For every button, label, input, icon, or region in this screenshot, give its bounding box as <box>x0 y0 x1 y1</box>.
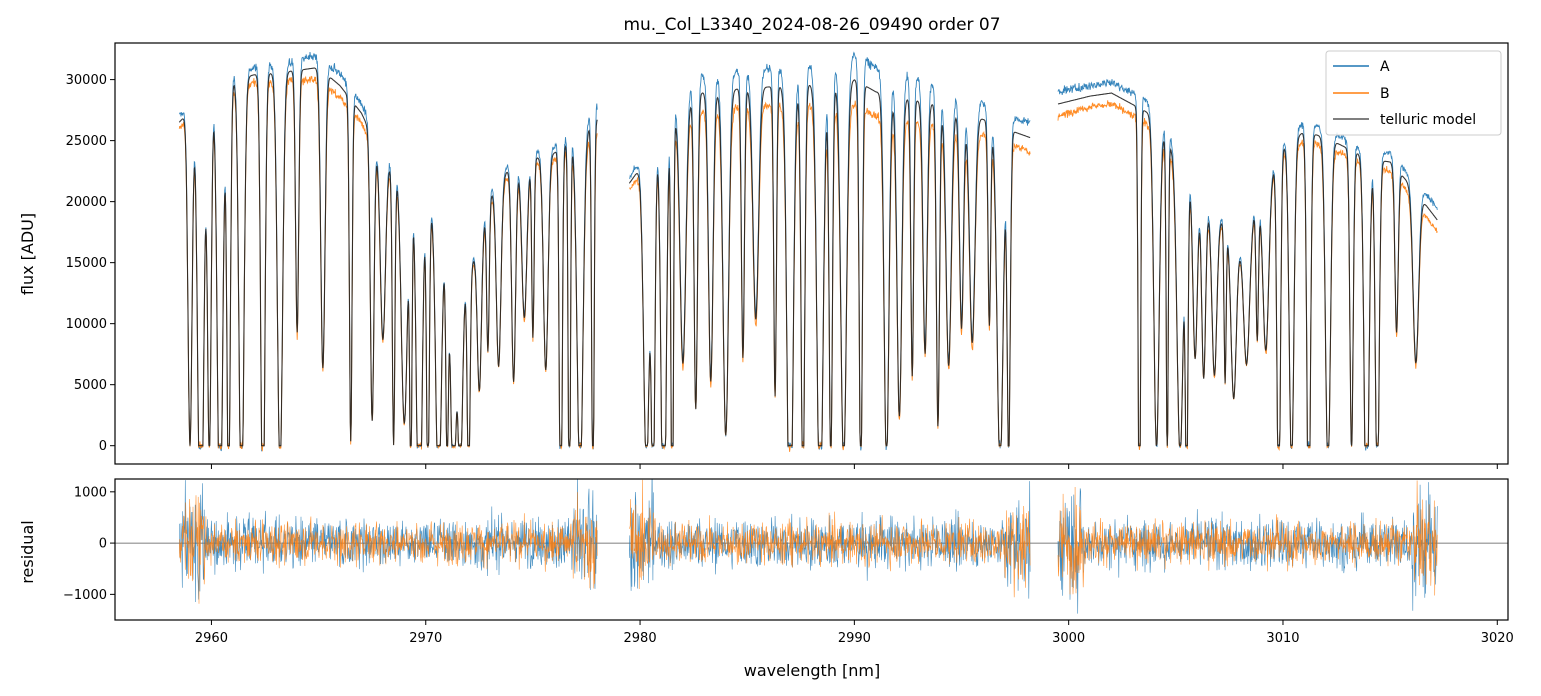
flux-y-tick-label: 0 <box>99 439 107 454</box>
residual-y-ticks: −1000 0 1000 <box>63 485 115 603</box>
residual-x-tick-label: 2960 <box>195 631 228 646</box>
flux-series-lines <box>178 51 1438 452</box>
legend-box <box>1325 50 1502 136</box>
flux-x-ticks <box>210 464 1498 469</box>
flux-series-telluric-model <box>178 67 1438 447</box>
legend: A B telluric model <box>1325 50 1502 136</box>
residual-y-tick-label: 0 <box>99 537 107 552</box>
residual-x-tick-label: 2980 <box>624 631 657 646</box>
flux-panel: 0 5000 10000 15000 20000 25000 30000 flux [ADU… <box>18 42 1509 469</box>
residual-y-tick-label: −1000 <box>63 588 107 603</box>
residual-x-tick-label: 3010 <box>1266 631 1299 646</box>
residual-x-tick-label: 3000 <box>1052 631 1085 646</box>
flux-y-tick-label: 25000 <box>66 134 107 149</box>
flux-y-axis-label: flux [ADU] <box>18 213 37 295</box>
chart-title: mu._Col_L3340_2024-08-26_09490 order 07 <box>623 15 1000 35</box>
residual-x-tick-label: 2990 <box>838 631 871 646</box>
residual-y-axis-label: residual <box>18 520 37 583</box>
residual-y-tick-label: 1000 <box>74 485 107 500</box>
legend-label-a: A <box>1380 59 1390 75</box>
x-axis-label: wavelength [nm] <box>744 661 881 680</box>
legend-label-telluric: telluric model <box>1380 112 1476 128</box>
residual-series-lines <box>115 479 1508 614</box>
residual-x-tick-label: 2970 <box>409 631 442 646</box>
legend-label-b: B <box>1380 86 1390 102</box>
flux-y-tick-label: 10000 <box>66 317 107 332</box>
residual-x-tick-label: 3020 <box>1481 631 1514 646</box>
residual-plot-frame <box>114 478 1509 621</box>
flux-y-tick-label: 30000 <box>66 73 107 88</box>
flux-y-tick-label: 20000 <box>66 195 107 210</box>
flux-y-tick-label: 5000 <box>74 378 107 393</box>
residual-series-b <box>179 479 1438 604</box>
residual-x-ticks: 2960 2970 2980 2990 3000 3010 3020 <box>195 620 1514 646</box>
flux-y-ticks: 0 5000 10000 15000 20000 25000 30000 <box>66 73 115 454</box>
flux-y-tick-label: 15000 <box>66 256 107 271</box>
flux-plot-frame <box>114 42 1509 465</box>
